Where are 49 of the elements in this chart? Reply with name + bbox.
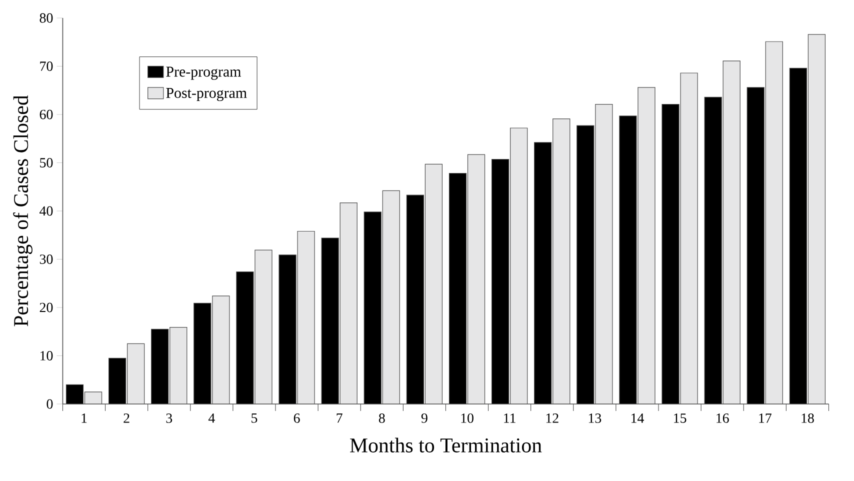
x-tick-label: 11 — [504, 413, 516, 423]
y-tick-label: 30 — [40, 254, 53, 264]
y-tick-label: 10 — [40, 351, 53, 360]
x-tick-label: 8 — [378, 414, 385, 423]
x-tick-label: 7 — [336, 414, 342, 423]
y-tick-label: 60 — [40, 110, 53, 120]
bar — [236, 271, 254, 404]
bar — [321, 238, 339, 404]
y-tick-label: 40 — [40, 206, 53, 216]
x-tick-label: 17 — [759, 413, 772, 423]
x-tick-label: 1 — [82, 413, 87, 423]
bar — [151, 328, 169, 404]
bar — [194, 302, 212, 404]
y-axis-title: Percentage of Cases Closed — [13, 95, 32, 326]
x-axis-title: Months to Termination — [350, 438, 542, 452]
x-tick-label: 14 — [631, 413, 644, 423]
x-tick-label: 9 — [421, 414, 428, 423]
bar — [66, 384, 84, 404]
x-tick-label: 15 — [674, 413, 686, 423]
y-tick-label: 70 — [40, 62, 53, 71]
x-tick-label: 12 — [546, 414, 558, 423]
y-tick-label: 50 — [40, 158, 53, 168]
x-tick-label: 2 — [124, 414, 130, 423]
x-tick-label: 4 — [208, 414, 215, 423]
bar — [576, 125, 594, 404]
legend-label: Pre-program — [166, 66, 242, 80]
x-tick-label: 6 — [294, 414, 300, 423]
legend-label: Post-program — [166, 88, 247, 102]
bar — [704, 96, 722, 404]
bar — [662, 104, 680, 404]
bar — [619, 116, 637, 404]
y-tick-label: 0 — [46, 399, 53, 409]
bar — [491, 159, 510, 404]
x-tick-label: 5 — [252, 414, 258, 423]
x-tick-label: 3 — [166, 414, 172, 423]
y-tick-label: 20 — [40, 302, 53, 312]
x-tick-label: 10 — [461, 414, 474, 423]
bar — [278, 254, 296, 404]
bar — [746, 87, 764, 404]
bar — [789, 68, 808, 404]
bar — [448, 173, 467, 404]
bar — [534, 142, 552, 404]
x-tick-label: 18 — [802, 414, 814, 423]
x-tick-label: 13 — [588, 414, 602, 423]
bar — [108, 358, 126, 404]
x-tick-label: 16 — [716, 414, 729, 423]
bar — [364, 212, 382, 404]
y-tick-label: 80 — [40, 13, 53, 23]
bar — [406, 194, 424, 404]
